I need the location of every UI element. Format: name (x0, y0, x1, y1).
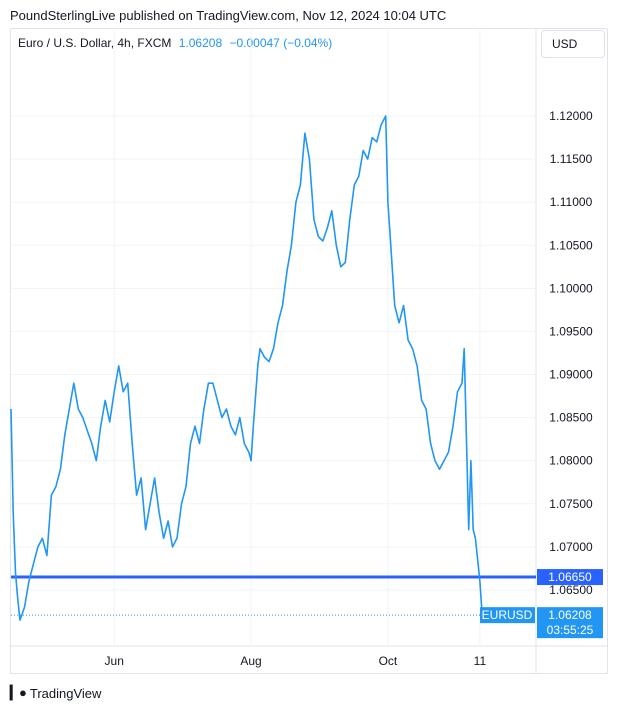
y-tick-label: 1.07500 (549, 497, 593, 511)
y-tick-label: 1.12000 (549, 109, 593, 123)
support-line-label-bg (537, 569, 603, 586)
legend-symbol: Euro / U.S. Dollar, 4h, FXCM (18, 36, 172, 50)
tradingview-logo-icon: ▎● (10, 685, 27, 700)
price-series-line (10, 115, 483, 621)
symbol-label: EURUSD (482, 608, 533, 622)
y-tick-label: 1.10500 (549, 238, 593, 252)
footer: ▎● TradingView (10, 685, 101, 701)
price-chart: 1.12000 1.11500 1.11000 1.10500 1.10000 1.095… (10, 29, 608, 674)
last-price-label-bg (537, 607, 603, 639)
x-tick-label: Oct (379, 654, 398, 668)
footer-brand: TradingView (29, 685, 102, 701)
chart-frame (10, 28, 608, 674)
y-tick-label: 1.07000 (549, 540, 593, 554)
y-tick-label: 1.06500 (549, 583, 593, 597)
symbol-label-bg (480, 607, 535, 624)
y-tick-label: 1.09500 (549, 324, 593, 338)
y-tick-label: 1.08000 (549, 454, 593, 468)
support-line-label: 1.06650 (548, 570, 592, 584)
legend-change: −0.00047 (−0.04%) (229, 36, 333, 50)
x-tick-label: Jun (105, 654, 124, 668)
y-tick-label: 1.11000 (550, 195, 593, 209)
x-tick-label: Aug (240, 654, 261, 668)
y-tick-label: 1.11500 (550, 152, 593, 166)
currency-button[interactable]: USD (541, 30, 605, 58)
legend-last-price: 1.06208 (178, 36, 223, 50)
candle-countdown-label: 03:55:25 (547, 623, 594, 637)
publish-attribution: PoundSterlingLive published on TradingVi… (10, 8, 447, 23)
y-tick-label: 1.10000 (549, 281, 593, 295)
last-price-label: 1.06208 (548, 608, 592, 622)
y-tick-label: 1.09000 (549, 368, 593, 382)
chart-legend: Euro / U.S. Dollar, 4h, FXCM 1.06208 −0.… (18, 36, 332, 50)
y-tick-label: 1.08500 (549, 411, 593, 425)
x-tick-label: 11 (474, 654, 487, 668)
